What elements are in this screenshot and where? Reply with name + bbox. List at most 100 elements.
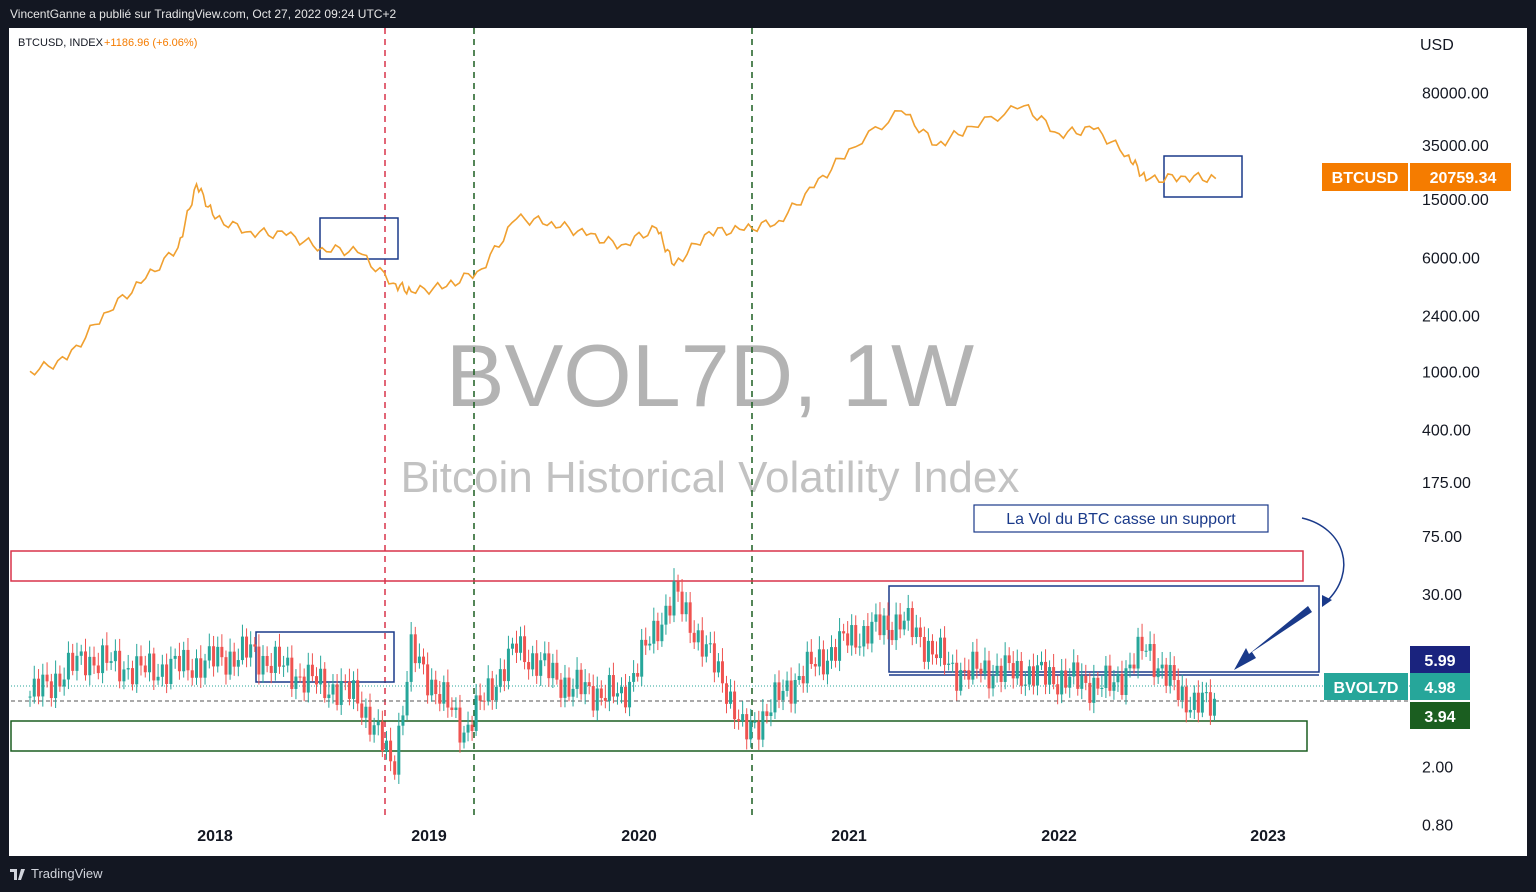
annotation-curve-arrowhead [1322,595,1332,607]
publisher-bar: VincentGanne a publié sur TradingView.co… [0,0,1536,28]
candle-body [599,688,603,698]
candle-body [628,681,632,708]
candle-body [228,651,232,675]
candle-body [1048,667,1052,685]
candle-body [298,676,302,678]
tradingview-logo[interactable]: TradingView [10,866,103,881]
chart-panel[interactable] [9,28,1527,856]
candle-body [874,614,878,622]
candle-body [918,627,922,638]
candle-body [109,661,113,663]
candle-body [156,676,160,681]
candle-body [559,679,563,698]
candle-body [939,637,943,659]
candle-body [352,680,356,699]
candle-body [282,665,286,667]
candle-body [878,614,882,636]
candle-body [173,655,177,659]
time-axis[interactable]: 2018 2019 2020 2021 2022 2023 [197,828,1286,845]
btc-tag-value-bg [1410,163,1511,191]
candle-body [733,691,737,720]
candle-body [825,660,829,675]
candle-body [126,668,130,670]
candle-body [797,676,801,681]
candle-body [502,669,506,682]
candle-body [1208,692,1212,716]
candle-body [591,686,595,711]
candle-body [430,679,434,696]
candle-body [1088,682,1092,703]
candle-body [519,636,523,653]
candle-body [1148,644,1152,651]
candle-body [975,651,979,669]
candle-body [41,674,45,697]
candle-body [914,627,918,638]
candle-body [426,664,430,696]
candle-body [458,707,462,743]
candle-body [1160,664,1164,669]
x-tick-label: 2022 [1041,828,1077,845]
candle-body [466,724,470,733]
candle-body [555,662,559,680]
candle-body [37,678,41,697]
candle-body [515,643,518,653]
y-tick-label: 6000.00 [1422,250,1480,267]
candle-body [624,686,628,708]
candle-body [277,646,281,667]
candle-body [1128,664,1132,669]
candle-body [236,660,240,667]
candle-body [71,652,75,671]
candle-body [66,652,70,680]
candle-body [490,678,494,701]
candle-body [1003,655,1007,682]
candle-body [1136,636,1140,669]
candle-body [817,649,821,667]
candle-body [49,681,53,699]
candle-body [356,680,360,704]
y-tick-label: 400.00 [1422,423,1471,440]
candle-body [54,673,58,699]
candle-body [676,581,680,592]
candle-body [611,675,615,697]
candle-body [959,670,963,691]
candle-body [364,706,368,718]
legend-symbol: BTCUSD, INDEX [18,37,104,49]
candle-body [273,646,277,673]
candle-body [579,669,583,695]
candle-body [75,655,79,671]
candle-body [1188,709,1192,713]
candle-body [1112,682,1116,691]
candle-body [963,670,967,672]
candle-body [983,660,987,674]
y-tick-label: 2.00 [1422,759,1453,776]
candle-body [531,653,535,670]
candle-body [182,649,186,672]
candle-body [1152,644,1156,678]
candle-body [135,656,139,685]
level-394-bg [1410,702,1470,729]
candle-body [1007,655,1011,664]
candle-body [943,637,947,665]
candle-body [898,614,902,630]
candle-body [664,605,668,625]
candle-body [725,683,728,704]
candle-body [930,640,934,655]
candle-body [269,665,273,673]
candle-body [684,602,688,615]
btc-tag-name: BTCUSD [1332,170,1399,187]
candle-body [575,669,579,689]
candle-body [347,681,351,699]
btc-price-line [29,103,1217,376]
candle-body [870,621,874,644]
candle-body [523,636,527,663]
bvol-tag-value: 4.98 [1424,680,1455,697]
level-599-label: 5.99 [1424,653,1455,670]
candle-body [761,711,765,740]
candle-body [644,639,648,646]
candle-body [757,721,761,740]
candle-body [1035,665,1039,686]
candle-body [527,662,531,670]
candle-body [535,653,539,676]
candle-body [753,721,757,723]
